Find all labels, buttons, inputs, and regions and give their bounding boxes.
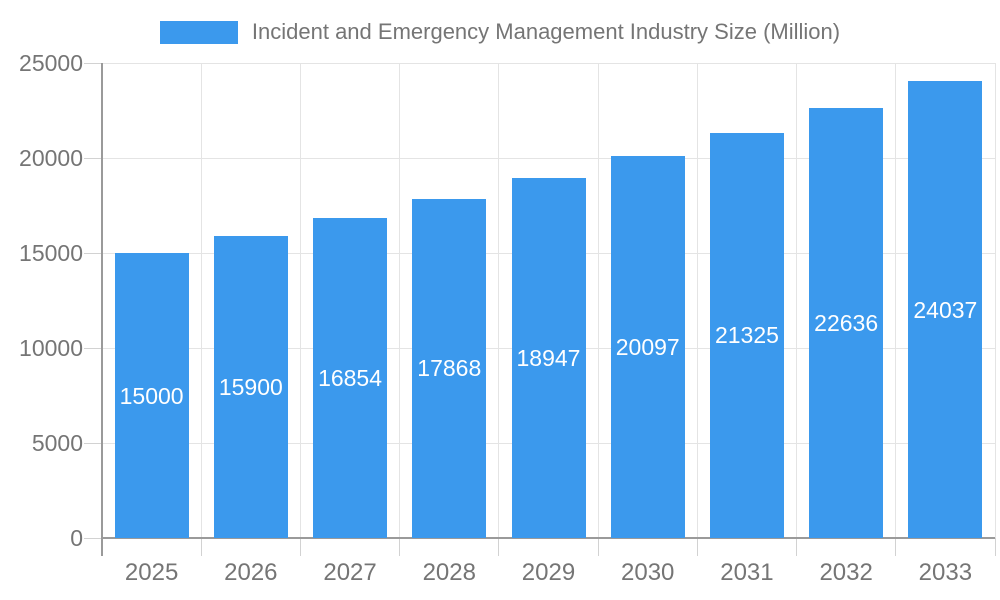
y-tick [84, 347, 102, 349]
y-tick [84, 252, 102, 254]
y-gridline [102, 157, 995, 159]
x-axis-tick-label: 2026 [224, 559, 278, 586]
bar-value-label: 24037 [913, 296, 978, 323]
bar-value-label: 20097 [615, 334, 680, 361]
legend[interactable]: Incident and Emergency Management Indust… [0, 16, 1000, 48]
bar-value-label: 21325 [714, 322, 779, 349]
bar-value-label: 15000 [119, 382, 184, 409]
x-gridline [399, 63, 401, 538]
y-tick [84, 157, 102, 159]
y-axis-tick-label: 10000 [19, 335, 83, 361]
x-tick [696, 538, 698, 556]
x-tick [498, 538, 500, 556]
bar-2026[interactable] [213, 235, 288, 538]
y-tick [84, 537, 102, 539]
x-gridline [895, 63, 897, 538]
y-axis-tick-label: 0 [70, 525, 83, 551]
x-axis-tick-label: 2027 [323, 559, 377, 586]
bar-value-label: 17868 [417, 355, 482, 382]
bar-value-label: 18947 [516, 345, 581, 371]
x-gridline [796, 63, 798, 538]
bar-value-label: 22636 [814, 309, 879, 336]
x-axis-line [102, 537, 995, 539]
x-tick [299, 538, 301, 556]
x-axis-tick-label: 2033 [918, 559, 973, 586]
x-tick [994, 538, 996, 556]
y-tick [84, 442, 102, 444]
bar-2025[interactable] [114, 253, 189, 538]
bar-2028[interactable] [412, 198, 487, 538]
y-axis-tick-label: 15000 [19, 240, 83, 266]
bar-2033[interactable] [908, 81, 983, 538]
bar-2031[interactable] [709, 132, 784, 538]
legend-label: Incident and Emergency Management Indust… [251, 19, 841, 44]
x-tick [895, 538, 897, 556]
legend-swatch [159, 20, 238, 44]
x-axis-tick-label: 2031 [720, 559, 774, 586]
x-axis-tick-label: 2032 [819, 559, 873, 586]
x-axis-tick-label: 2028 [422, 559, 476, 586]
bar-2032[interactable] [809, 107, 884, 538]
bar-value-label: 15900 [218, 373, 283, 400]
bar-2029[interactable] [511, 178, 586, 538]
x-gridline [200, 63, 202, 538]
x-gridline [597, 63, 599, 538]
x-axis-tick-label: 2030 [621, 559, 675, 586]
x-gridline [994, 63, 996, 538]
x-tick [399, 538, 401, 556]
y-axis-tick-label: 20000 [19, 145, 83, 171]
y-tick [84, 62, 102, 64]
y-gridline [102, 62, 995, 64]
x-tick [200, 538, 202, 556]
y-axis-tick-label: 5000 [31, 430, 83, 456]
x-tick [796, 538, 798, 556]
x-gridline [299, 63, 301, 538]
x-axis-tick-label: 2025 [124, 559, 179, 586]
x-gridline [498, 63, 500, 538]
y-axis-line [101, 63, 103, 556]
y-axis-tick-label: 25000 [19, 50, 83, 76]
bar-2030[interactable] [610, 156, 685, 538]
bar-value-label: 16854 [318, 364, 383, 391]
x-gridline [696, 63, 698, 538]
x-axis-tick-label: 2029 [521, 559, 576, 586]
bar-2027[interactable] [313, 217, 388, 538]
x-tick [597, 538, 599, 556]
